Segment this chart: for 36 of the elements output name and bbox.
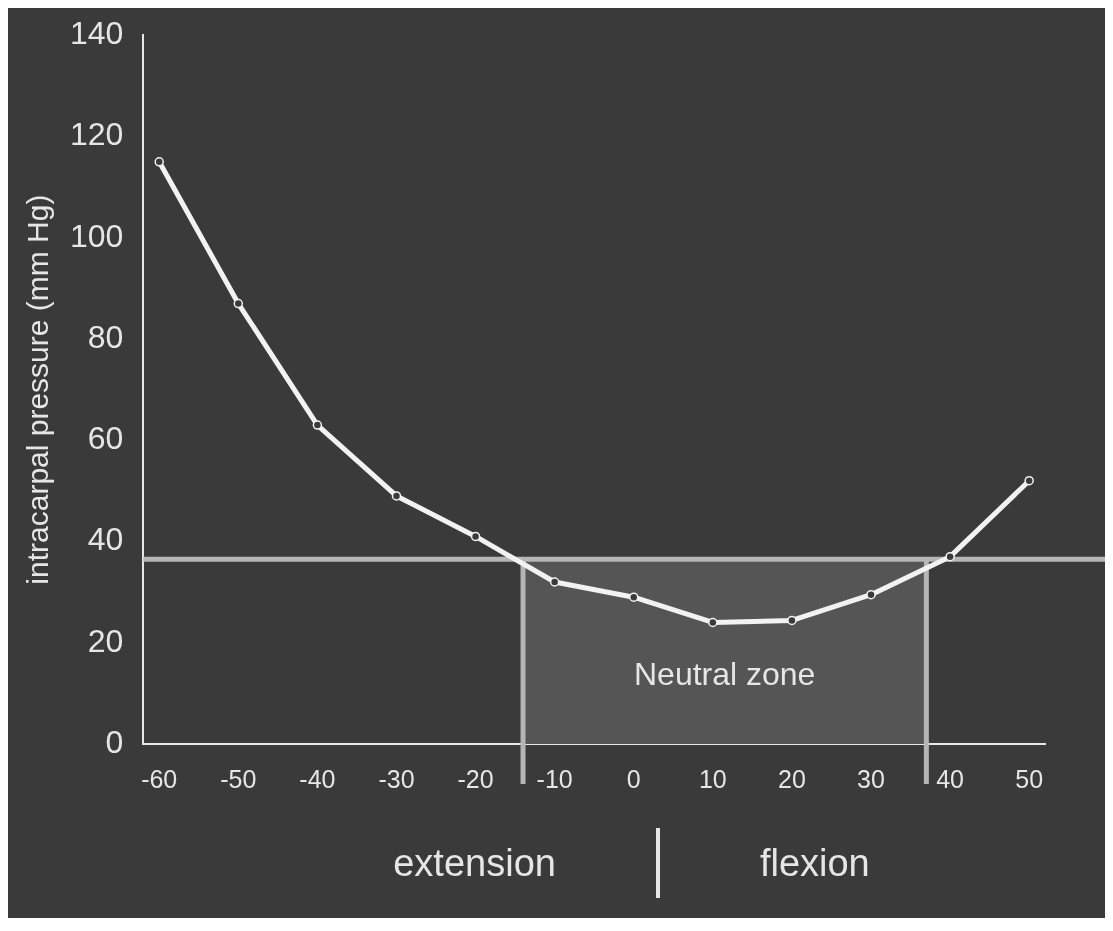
point <box>312 420 323 430</box>
x-tick-label: 10 <box>698 764 727 793</box>
x-tick-label: 40 <box>936 764 964 793</box>
x-tick-label: 0 <box>626 764 641 793</box>
x-tick-label: -40 <box>299 764 336 793</box>
y-tick-label: 0 <box>105 723 124 760</box>
point <box>233 298 244 309</box>
point <box>866 589 876 600</box>
y-tick-label: 20 <box>87 622 124 659</box>
band-label: Neutral zone <box>633 656 816 693</box>
text: flexion <box>759 841 870 885</box>
y-tick-label: 120 <box>70 116 124 153</box>
point <box>1024 475 1034 486</box>
y-axis-title: intracarpal pressure (mm Hg) <box>21 194 55 585</box>
point <box>945 551 955 562</box>
y-tick-label: 40 <box>87 521 124 558</box>
y-tick-label: 100 <box>70 217 124 254</box>
x-tick-label: 20 <box>778 764 806 793</box>
point <box>628 592 639 602</box>
x-tick-label: 50 <box>1015 764 1044 793</box>
point <box>708 617 718 628</box>
point <box>470 531 481 542</box>
x-tick-label: -10 <box>536 764 573 793</box>
y-tick-label: 60 <box>87 420 124 457</box>
y-tick-label: 80 <box>87 318 124 355</box>
x-tick-label: -50 <box>220 764 257 793</box>
x-tick-label: -30 <box>378 764 415 793</box>
y-tick-label: 140 <box>70 15 124 52</box>
point <box>391 491 402 501</box>
point <box>154 157 164 167</box>
text: extension <box>393 841 556 885</box>
point <box>787 615 797 626</box>
x-tick-label: 30 <box>857 764 885 793</box>
x-tick-label: -20 <box>457 764 494 793</box>
point <box>549 577 560 587</box>
x-tick-label: -60 <box>141 764 178 793</box>
